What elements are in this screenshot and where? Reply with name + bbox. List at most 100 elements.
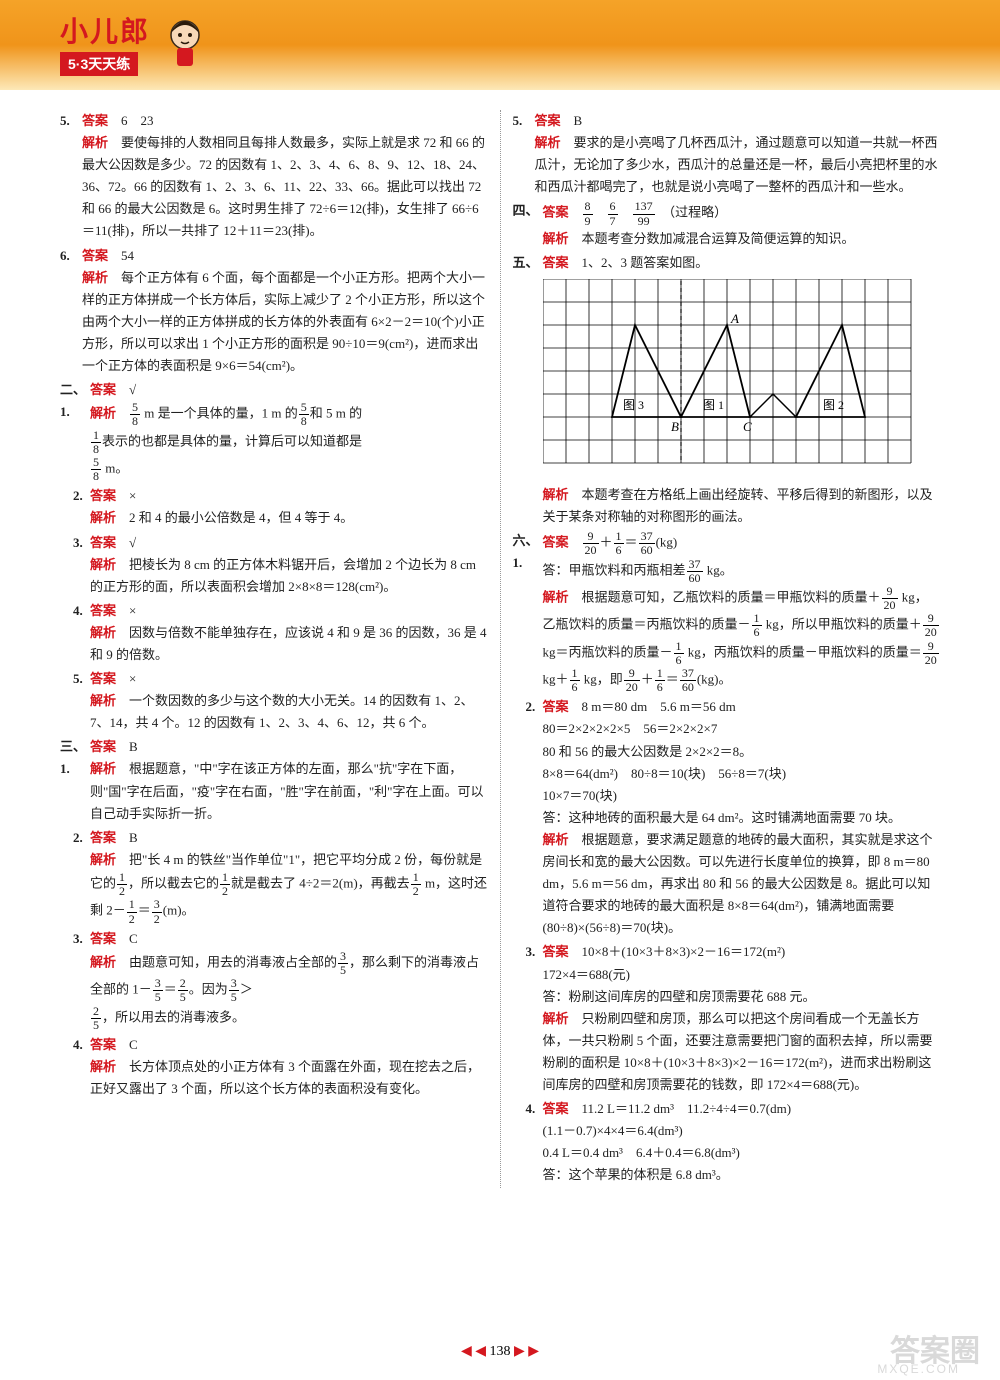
answer-label: 答案 <box>543 699 569 714</box>
analysis-text: 要使每排的人数相同且每排人数最多，实际上就是求 72 和 66 的最大公因数是多… <box>82 135 485 238</box>
q-body: 答案 8 m＝80 dm 5.6 m＝56 dm 80＝2×2×2×2×5 56… <box>543 696 941 939</box>
fraction: 920 <box>923 640 939 667</box>
analysis-text: 每个正方体有 6 个面，每个面都是一个小正方形。把两个大小一样的正方体拼成一个长… <box>82 270 485 373</box>
logo-area: 小儿郎 5·3天天练 <box>60 10 150 76</box>
q-body: 答案 B 解析 把"长 4 m 的铁丝"当作单位"1"，把它平均分成 2 份，每… <box>90 827 488 926</box>
section-3-item-2: 2. 答案 B 解析 把"长 4 m 的铁丝"当作单位"1"，把它平均分成 2 … <box>60 827 488 926</box>
answer-text: B <box>574 113 583 128</box>
analysis-text: 只粉刷四壁和房顶，那么可以把这个房间看成一个无盖长方体，一共只粉刷 5 个面，还… <box>543 1011 933 1092</box>
answer-label: 答案 <box>90 739 116 754</box>
fraction: 920 <box>882 585 898 612</box>
q-number: 3. <box>513 941 543 1096</box>
analysis-text: 本题考查分数加减混合运算及简便运算的知识。 <box>582 231 855 246</box>
answer-label: 答案 <box>82 248 108 263</box>
analysis-label: 解析 <box>543 590 569 605</box>
fraction: 58 <box>299 401 309 428</box>
sub-logo: 5·3天天练 <box>60 52 138 76</box>
section-2-item-3: 3. 答案 √ 解析 把棱长为 8 cm 的正方体木料锯开后，会增加 2 个边长… <box>60 532 488 598</box>
mascot-icon <box>160 15 210 70</box>
section-6-item-1: 六、1. 答案 920＋16＝3760(kg) 答：甲瓶饮料和丙瓶相差3760 … <box>513 530 941 694</box>
fraction: 920 <box>624 667 640 694</box>
fraction: 89 <box>583 200 593 227</box>
fraction: 58 <box>130 401 140 428</box>
svg-text:B: B <box>671 419 679 434</box>
answer-text: C <box>129 1037 138 1052</box>
header-banner: 小儿郎 5·3天天练 <box>0 0 1000 90</box>
answer-text: B <box>129 830 138 845</box>
answer-text: B <box>129 739 138 754</box>
fraction: 12 <box>117 871 127 898</box>
fraction: 16 <box>752 612 762 639</box>
q-body: 答案 × 解析 一个数因数的多少与这个数的大小无关。14 的因数有 1、2、7、… <box>90 668 488 734</box>
fraction: 18 <box>91 429 101 456</box>
answer-text: 8 m＝80 dm 5.6 m＝56 dm 80＝2×2×2×2×5 56＝2×… <box>543 699 902 824</box>
page-number: 138 <box>490 1344 511 1359</box>
q-number: 2. <box>60 485 90 529</box>
q-number: 5. <box>60 110 82 243</box>
answer-label: 答案 <box>543 205 569 220</box>
q-body: 答案 B 解析 根据题意，"中"字在该正方体的左面，那么"抗"字在下面，则"国"… <box>90 736 488 824</box>
fraction: 3760 <box>639 530 655 557</box>
logo-text: 小儿郎 <box>60 10 150 50</box>
section-3-item-3: 3. 答案 C 解析 由题意可知，用去的消毒液占全部的35，那么剩下的消毒液占全… <box>60 928 488 1032</box>
q-body: 答案 C 解析 由题意可知，用去的消毒液占全部的35，那么剩下的消毒液占全部的 … <box>90 928 488 1032</box>
analysis-label: 解析 <box>535 135 561 150</box>
answer-text: C <box>129 931 138 946</box>
answer-label: 答案 <box>543 944 569 959</box>
section-6-item-3: 3. 答案 10×8＋(10×3＋8×3)×2－16＝172(m²) 172×4… <box>513 941 941 1096</box>
answer-label: 答案 <box>90 1037 116 1052</box>
content-area: 5. 答案 6 23 解析 要使每排的人数相同且每排人数最多，实际上就是求 72… <box>0 90 1000 1188</box>
q-body: 答案 920＋16＝3760(kg) 答：甲瓶饮料和丙瓶相差3760 kg。 解… <box>543 530 941 694</box>
q-number: 6. <box>60 245 82 378</box>
q-body: 答案 × 解析 2 和 4 的最小公倍数是 4，但 4 等于 4。 <box>90 485 488 529</box>
column-right: 5. 答案 B 解析 要求的是小亮喝了几杯西瓜汁，通过题意可以知道一共就一杯西瓜… <box>501 110 941 1188</box>
answer-label: 答案 <box>90 671 116 686</box>
q-body: 答案 B 解析 要求的是小亮喝了几杯西瓜汁，通过题意可以知道一共就一杯西瓜汁，无… <box>535 110 941 198</box>
q-body: 答案 54 解析 每个正方体有 6 个面，每个面都是一个小正方形。把两个大小一样… <box>82 245 488 378</box>
answer-text: 54 <box>121 248 134 263</box>
answer-label: 答案 <box>90 830 116 845</box>
analysis-text: 本题考查在方格纸上画出经旋转、平移后得到的新图形，以及关于某条对称轴的对称图形的… <box>543 487 933 524</box>
q-number: 4. <box>60 1034 90 1100</box>
answer-label: 答案 <box>90 382 116 397</box>
q-body: 答案 √ 解析 58 m 是一个具体的量，1 m 的58和 5 m 的 18表示… <box>90 379 488 483</box>
q-body: 答案 10×8＋(10×3＋8×3)×2－16＝172(m²) 172×4＝68… <box>543 941 941 1096</box>
fraction: 16 <box>570 667 580 694</box>
section-4: 四、 答案 89 67 13799 （过程略） 解析 本题考查分数加减混合运算及… <box>513 200 941 249</box>
page-footer: ◀ ◀ 138 ▶ ▶ <box>0 1343 1000 1360</box>
analysis-label: 解析 <box>90 406 116 421</box>
analysis-text: 2 和 4 的最小公倍数是 4，但 4 等于 4。 <box>129 510 353 525</box>
q-body: 答案 1、2、3 题答案如图。 <box>543 252 941 528</box>
section-6-item-2: 2. 答案 8 m＝80 dm 5.6 m＝56 dm 80＝2×2×2×2×5… <box>513 696 941 939</box>
analysis-label: 解析 <box>90 954 116 969</box>
item-5: 5. 答案 6 23 解析 要使每排的人数相同且每排人数最多，实际上就是求 72… <box>60 110 488 243</box>
fraction: 920 <box>923 612 939 639</box>
answer-text: 11.2 L＝11.2 dm³ 11.2÷4÷4＝0.7(dm) (1.1－0.… <box>543 1101 792 1182</box>
fraction: 25 <box>91 1005 101 1032</box>
column-left: 5. 答案 6 23 解析 要使每排的人数相同且每排人数最多，实际上就是求 72… <box>60 110 501 1188</box>
q-body: 答案 √ 解析 把棱长为 8 cm 的正方体木料锯开后，会增加 2 个边长为 8… <box>90 532 488 598</box>
section-label: 二、1. <box>60 379 90 483</box>
answer-label: 答案 <box>90 603 116 618</box>
arrow-right-icon: ▶ ▶ <box>514 1344 539 1359</box>
answer-label: 答案 <box>90 931 116 946</box>
section-2-item-2: 2. 答案 × 解析 2 和 4 的最小公倍数是 4，但 4 等于 4。 <box>60 485 488 529</box>
analysis-label: 解析 <box>90 761 116 776</box>
fraction: 67 <box>608 200 618 227</box>
answer-label: 答案 <box>90 535 116 550</box>
fraction: 35 <box>338 950 348 977</box>
analysis-label: 解析 <box>90 1059 116 1074</box>
analysis-text: 根据题意，要求满足题意的地砖的最大面积，其实就是求这个房间长和宽的最大公因数。可… <box>543 832 933 935</box>
analysis-text: 根据题意，"中"字在该正方体的左面，那么"抗"字在下面，则"国"字在后面，"疫"… <box>90 761 483 820</box>
section-label: 五、 <box>513 252 543 528</box>
grid-figure: l A B C 图 1 图 2 图 3 <box>543 279 923 479</box>
section-2-item-1: 二、1. 答案 √ 解析 58 m 是一个具体的量，1 m 的58和 5 m 的… <box>60 379 488 483</box>
q-body: 答案 11.2 L＝11.2 dm³ 11.2÷4÷4＝0.7(dm) (1.1… <box>543 1098 941 1186</box>
q-number: 2. <box>513 696 543 939</box>
q-number: 5. <box>60 668 90 734</box>
analysis-label: 解析 <box>82 135 108 150</box>
section-6-item-4: 4. 答案 11.2 L＝11.2 dm³ 11.2÷4÷4＝0.7(dm) (… <box>513 1098 941 1186</box>
section-label: 三、1. <box>60 736 90 824</box>
svg-text:l: l <box>685 279 689 280</box>
fraction: 16 <box>614 530 624 557</box>
